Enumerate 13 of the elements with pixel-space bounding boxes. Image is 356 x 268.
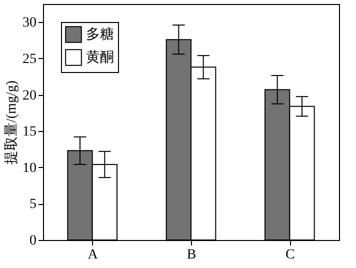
- y-tick-label: 20: [22, 88, 36, 104]
- y-tick-label: 10: [22, 160, 36, 176]
- legend-label: 黄酮: [86, 50, 114, 66]
- y-tick-label: 5: [30, 197, 36, 212]
- x-tick-label: A: [88, 248, 99, 262]
- y-axis-title: 提取量/(mg/g): [4, 80, 20, 164]
- x-tick-label: C: [285, 248, 295, 262]
- y-tick-label: 30: [22, 16, 36, 31]
- x-tick-label: B: [186, 248, 196, 262]
- y-tick-label: 25: [22, 52, 36, 67]
- y-tick-label: 15: [22, 124, 36, 140]
- y-tick-label: 0: [30, 234, 36, 248]
- legend-label: 多糖: [86, 26, 114, 42]
